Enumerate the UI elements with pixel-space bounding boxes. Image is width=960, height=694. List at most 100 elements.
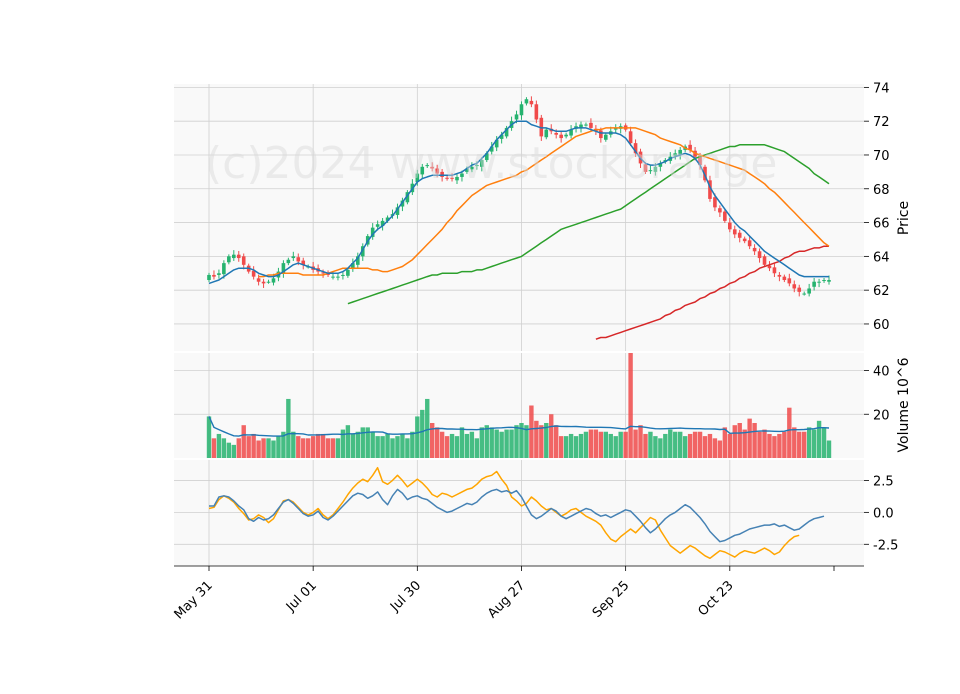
candle-body xyxy=(747,240,752,247)
price-tick-label: 74 xyxy=(873,81,890,96)
volume-bar xyxy=(400,433,405,458)
oscillator-panel: -2.5 0.0 2.5 xyxy=(174,460,898,566)
candle-body xyxy=(291,256,296,259)
candle-body xyxy=(792,284,797,289)
volume-bar xyxy=(276,436,281,458)
volume-bar xyxy=(573,436,579,458)
volume-bar xyxy=(613,436,618,458)
volume-bar xyxy=(454,436,460,458)
candle-body xyxy=(341,274,345,276)
volume-bar xyxy=(514,425,519,458)
volume-bar xyxy=(286,398,291,458)
volume-bar xyxy=(320,433,326,458)
candle-body xyxy=(688,144,692,150)
volume-bar xyxy=(484,425,489,458)
volume-bar xyxy=(678,431,683,458)
candle-body xyxy=(440,171,444,177)
candle-body xyxy=(271,278,276,283)
x-tick-label: Sep 25 xyxy=(590,578,633,621)
volume-bar xyxy=(266,438,271,458)
volume-bar xyxy=(425,398,430,458)
volume-tick-label: 20 xyxy=(873,408,890,423)
x-tick-label: May 31 xyxy=(172,578,216,622)
price-background xyxy=(174,84,864,351)
candle-body xyxy=(698,155,702,166)
volume-bar xyxy=(732,425,737,458)
candle-body xyxy=(385,217,390,221)
volume-bar xyxy=(310,436,316,458)
volume-bar xyxy=(281,431,286,458)
candle-body xyxy=(465,168,469,172)
candle-body xyxy=(217,273,221,275)
volume-bar xyxy=(474,438,480,458)
volume-bar xyxy=(682,436,688,458)
moving-average-blue xyxy=(208,120,829,285)
candle-body xyxy=(351,263,355,270)
volume-bar xyxy=(663,433,668,458)
candle-body xyxy=(504,127,509,137)
volume-bar xyxy=(702,436,708,458)
volume-bar xyxy=(792,427,797,458)
volume-bar xyxy=(206,416,212,458)
volume-bar xyxy=(772,436,777,458)
volume-bar xyxy=(549,414,554,458)
volume-bar xyxy=(444,436,450,458)
candle-body xyxy=(256,278,261,282)
price-panel: 60 62 64 66 68 70 72 74 xyxy=(174,81,890,351)
volume-bar xyxy=(777,433,782,458)
volume-bar xyxy=(737,423,742,458)
volume-bar xyxy=(464,433,470,458)
candle-body xyxy=(400,200,405,207)
volume-bar xyxy=(499,431,504,458)
volume-tick-label: 40 xyxy=(873,365,890,380)
volume-bar xyxy=(519,423,524,458)
volume-bar xyxy=(415,416,420,458)
volume-bar xyxy=(623,431,628,458)
volume-bar xyxy=(380,436,385,458)
volume-bar xyxy=(345,425,351,458)
candle-body xyxy=(703,166,707,181)
candle-body xyxy=(405,192,410,203)
candle-body xyxy=(604,134,608,140)
volume-bar xyxy=(350,433,356,458)
volume-bar xyxy=(246,436,251,458)
x-tick-label: Jul 01 xyxy=(283,578,320,615)
volume-bar xyxy=(603,431,608,458)
volume-bar xyxy=(687,433,693,458)
candle-body xyxy=(673,153,678,156)
volume-bar xyxy=(722,427,728,458)
volume-bar xyxy=(241,425,246,458)
candle-body xyxy=(564,134,568,137)
candle-body xyxy=(529,100,534,105)
candle-body xyxy=(499,134,504,139)
candle-body xyxy=(767,265,772,269)
volume-bar xyxy=(583,431,589,458)
volume-bar xyxy=(757,431,762,458)
volume-bar xyxy=(529,405,534,458)
candle-body xyxy=(301,260,306,265)
volume-bar xyxy=(434,427,440,458)
volume-bar xyxy=(806,427,812,458)
candle-body xyxy=(777,274,782,277)
x-tick-label: Jul 30 xyxy=(387,578,424,615)
price-tick-label: 70 xyxy=(873,149,890,164)
volume-bar xyxy=(405,438,410,458)
volume-bar xyxy=(216,433,222,458)
candle-body xyxy=(222,263,226,275)
candle-body xyxy=(266,281,271,283)
candle-body xyxy=(713,197,717,208)
moving-average-red xyxy=(595,245,829,340)
volume-bar xyxy=(787,407,792,458)
volume-bar xyxy=(355,431,360,458)
price-tick-label: 66 xyxy=(873,217,890,232)
volume-bar xyxy=(390,438,395,458)
price-tick-label: 60 xyxy=(873,318,890,333)
candle-body xyxy=(261,281,266,284)
candle-body xyxy=(678,149,682,155)
candle-body xyxy=(822,280,826,282)
volume-bar xyxy=(459,427,465,458)
price-tick-label: 62 xyxy=(873,284,890,299)
candle-body xyxy=(718,208,722,213)
candle-body xyxy=(613,127,618,130)
